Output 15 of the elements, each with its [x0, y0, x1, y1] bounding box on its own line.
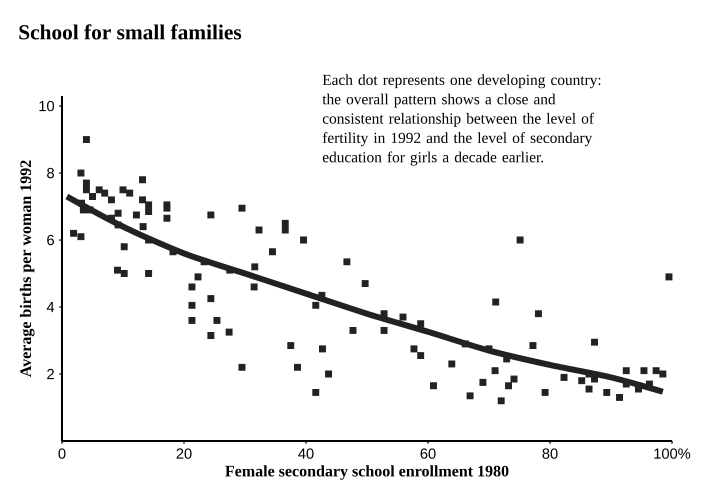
y-tick-label: 4	[46, 302, 54, 312]
x-tick-label: 20	[176, 448, 192, 459]
x-tick-label: 60	[420, 448, 436, 459]
x-axis-title: Female secondary school enrollment 1980	[225, 465, 508, 480]
y-tick-label: 8	[47, 168, 54, 178]
annotation: Each dot represents one developing country: the overall pattern shows a close and consistent relationship between the level of fertility in 1992 and the level of secondary education for girls a decade earlier.	[322, 74, 600, 166]
x-tick-label: 80	[542, 448, 558, 459]
chart-title: School for small families	[19, 24, 242, 40]
x-tick-label: 40	[298, 448, 314, 459]
y-tick-label: 2	[47, 368, 54, 380]
x-tick-label: 100%	[654, 448, 690, 459]
y-axis-title: Average births per woman 1992	[20, 160, 34, 378]
y-tick-label: 10	[39, 100, 54, 112]
x-tick-label: 0	[58, 448, 66, 459]
y-tick-label: 6	[47, 234, 54, 246]
